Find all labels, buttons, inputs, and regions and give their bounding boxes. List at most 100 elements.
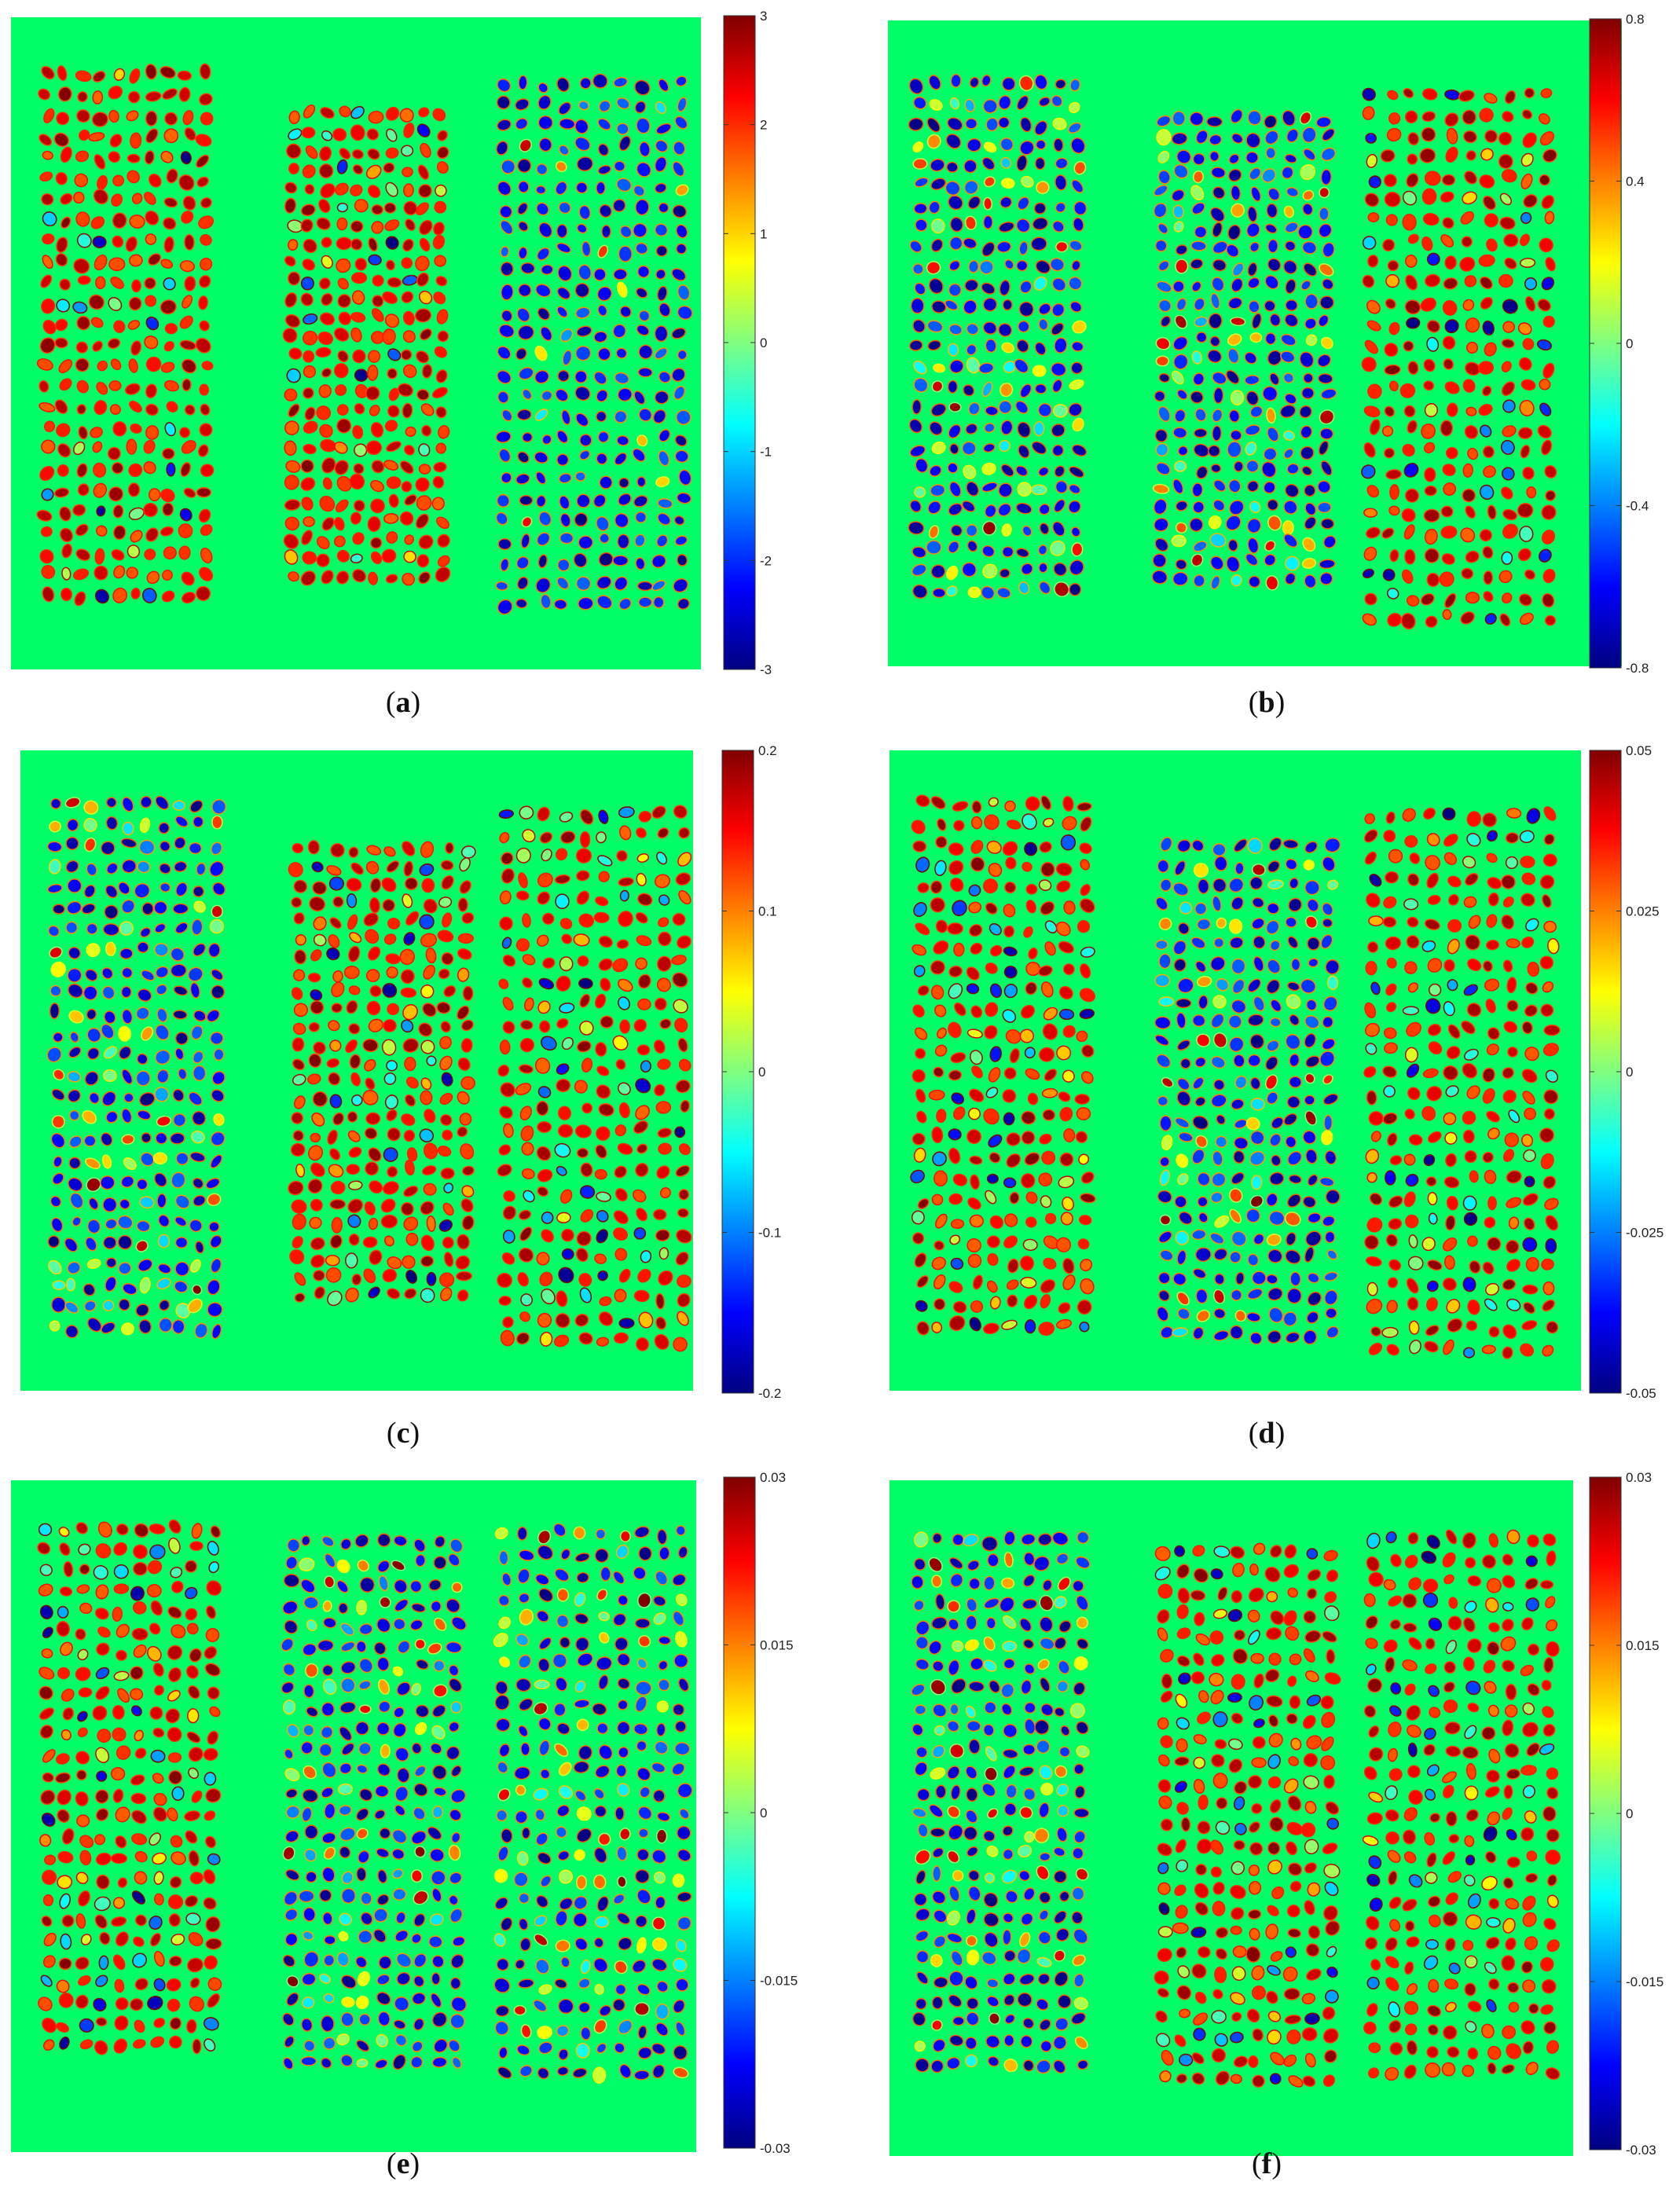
particle	[366, 128, 380, 141]
particle	[403, 1186, 419, 1197]
particle	[1483, 591, 1494, 603]
particle	[540, 326, 553, 342]
particle	[300, 459, 314, 473]
particle	[1194, 408, 1207, 422]
particle	[1443, 1001, 1455, 1017]
particle	[339, 1726, 353, 1741]
particle	[77, 91, 88, 103]
particle	[1191, 202, 1205, 215]
particle	[199, 275, 211, 288]
particle	[160, 361, 175, 373]
particle	[1253, 955, 1264, 972]
particle	[95, 2017, 108, 2027]
particle	[1194, 226, 1208, 239]
particle	[1039, 841, 1052, 853]
particle	[50, 1195, 62, 1208]
particle	[970, 1005, 983, 1018]
particle	[39, 380, 50, 393]
particle	[61, 1914, 75, 1927]
particle	[209, 1032, 224, 1045]
particle	[1286, 1713, 1298, 1725]
particle	[1485, 1936, 1500, 1949]
particle	[340, 1678, 356, 1693]
particle	[556, 1588, 570, 1602]
particle	[1285, 916, 1297, 928]
particle	[1317, 501, 1332, 514]
particle	[1231, 1966, 1246, 1982]
particle	[1053, 2035, 1067, 2050]
particle	[132, 1601, 147, 1615]
particle	[1247, 206, 1258, 222]
caption-a: (a)	[385, 686, 421, 719]
particle	[937, 1027, 947, 1039]
particle	[952, 1106, 966, 1120]
particle	[367, 515, 381, 533]
particle	[931, 300, 947, 314]
particle	[365, 1077, 376, 1091]
particle	[1019, 1931, 1031, 1948]
particle	[1287, 936, 1299, 949]
particle	[152, 1152, 168, 1165]
particle	[184, 404, 196, 416]
particle	[113, 565, 126, 579]
particle	[57, 1875, 73, 1890]
particle	[1462, 1746, 1479, 1759]
particle	[1209, 533, 1227, 548]
particle	[984, 1872, 996, 1883]
particle	[1319, 1050, 1335, 1067]
particle	[420, 984, 435, 999]
particle	[409, 1619, 424, 1631]
particle	[182, 378, 192, 392]
particle	[156, 1069, 170, 1084]
particle	[494, 2020, 509, 2036]
particle	[155, 1024, 170, 1041]
particle	[352, 349, 366, 364]
particle	[391, 1560, 405, 1571]
particle	[1306, 1311, 1319, 1324]
particle	[596, 286, 613, 302]
particle	[1365, 960, 1377, 976]
particle	[576, 870, 590, 882]
particle	[931, 1890, 946, 1905]
particle	[598, 935, 613, 948]
particle	[1326, 1648, 1336, 1664]
particle	[677, 305, 693, 321]
particle	[1520, 1343, 1535, 1357]
particle	[1042, 1579, 1053, 1592]
particle	[189, 1541, 204, 1551]
particle	[968, 1869, 980, 1882]
particle	[536, 1610, 549, 1622]
particle-field	[908, 73, 1557, 630]
particle	[169, 2017, 182, 2030]
particle	[113, 1542, 127, 1556]
particle	[593, 371, 607, 385]
particle	[576, 223, 588, 234]
particle	[1023, 1788, 1036, 1801]
particle	[500, 1082, 515, 1098]
particle	[404, 1094, 416, 1107]
particle	[555, 848, 568, 861]
particle	[75, 1751, 90, 1765]
particle	[576, 1828, 592, 1843]
particle	[1053, 2059, 1066, 2074]
particle	[1485, 1597, 1499, 1613]
particle	[300, 2018, 314, 2032]
particle	[75, 70, 92, 82]
particle	[209, 1234, 222, 1248]
particle	[56, 1979, 70, 1993]
particle	[1304, 1110, 1317, 1126]
particle	[1421, 940, 1436, 952]
particle	[1071, 444, 1088, 456]
colorbar-tick-label: -0.1	[758, 1226, 781, 1241]
particle	[1038, 503, 1051, 515]
particle	[1448, 1597, 1458, 1609]
particle	[678, 1189, 690, 1201]
particle	[112, 235, 124, 248]
particle	[449, 1872, 463, 1885]
particle	[433, 292, 446, 305]
particle	[618, 1937, 633, 1951]
particle	[1444, 592, 1457, 608]
particle	[932, 1532, 942, 1544]
particle	[83, 1300, 97, 1312]
particle	[947, 922, 963, 935]
